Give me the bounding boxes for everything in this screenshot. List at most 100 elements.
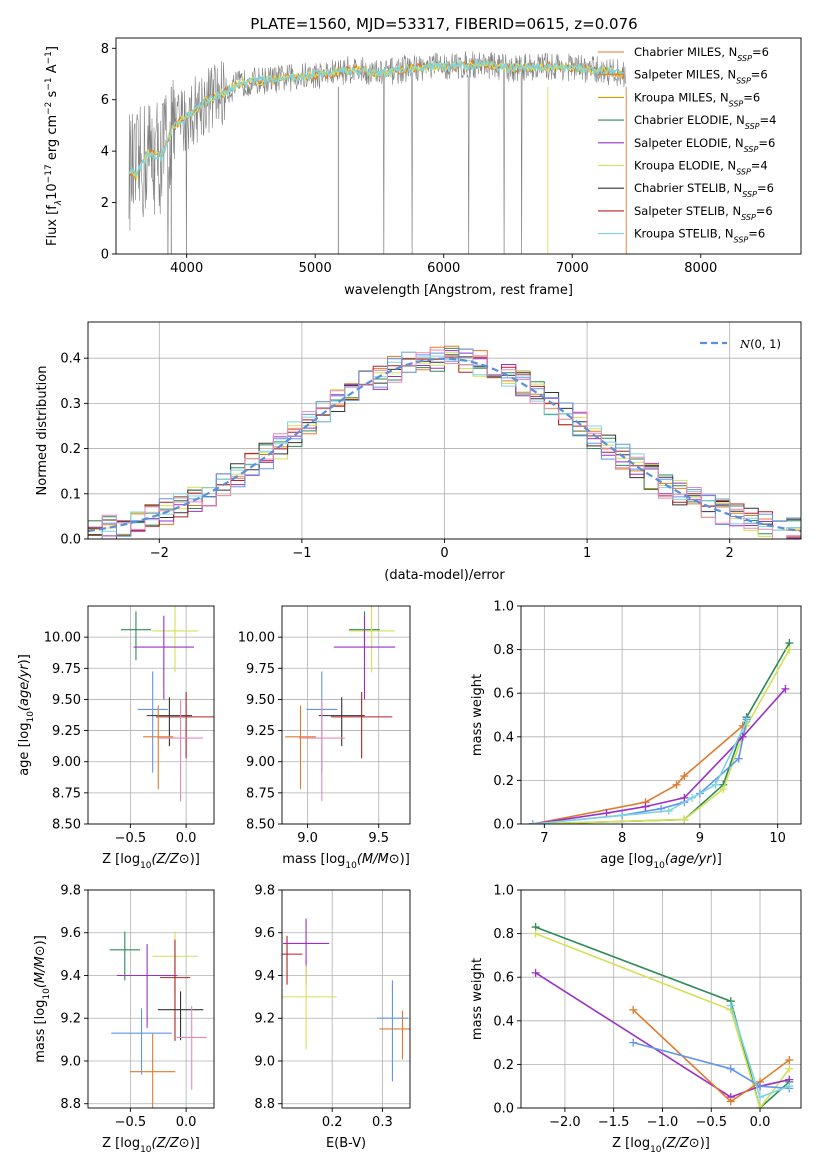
label-sub: 10	[653, 861, 665, 871]
x-tick-label: 9	[696, 831, 704, 846]
series-point	[641, 802, 650, 811]
legend-sub: SSP	[742, 190, 757, 199]
series-point	[531, 929, 540, 938]
x-tick-label: 8	[618, 831, 626, 846]
x-tick-label: −1	[292, 546, 311, 561]
y-tick-label: 0.2	[60, 442, 81, 457]
series-line	[535, 926, 790, 1108]
series-point	[629, 1038, 638, 1047]
y-tick-label: 0.4	[493, 730, 514, 745]
series-point	[726, 1001, 735, 1010]
axes-frame	[115, 37, 802, 255]
label-sub: 10	[140, 861, 152, 871]
x-axis-label: Z [log10(Z/Z⊙)]	[612, 1136, 710, 1155]
series-point	[531, 968, 540, 977]
y-axis-label: Flux [fλ10−17 erg cm−2 s−1 A−1]	[44, 46, 64, 246]
series-group	[528, 639, 794, 824]
label-part: (Z/Z	[152, 852, 180, 867]
y-tick-label: 9.6	[60, 926, 81, 941]
series-point	[528, 820, 537, 824]
x-tick-label: 4000	[170, 261, 203, 276]
model-spectrum-line	[128, 58, 624, 180]
label-part: ⊙)]	[179, 1136, 200, 1151]
x-tick-label: 5000	[299, 261, 332, 276]
label-sub: 10	[42, 988, 52, 1000]
series-point	[711, 780, 720, 789]
residual-histogram-line	[88, 349, 801, 539]
parameter-panels: −0.5 0.0 8.50 8.75 9.00 9.25 9.50 9.75 10.00 Z [l…	[17, 600, 802, 1155]
y-axis-label: mass weight	[470, 958, 485, 1040]
errorbar-group	[282, 918, 410, 1082]
label-part: (age/yr	[665, 852, 713, 867]
series-point	[738, 732, 747, 741]
y-tick-label: 8.8	[60, 1097, 81, 1112]
legend-text-part: Salpeter ELODIE, N	[634, 136, 744, 150]
errorbar-group	[109, 931, 207, 1108]
x-tick-label: 1	[583, 546, 591, 561]
legend-sub: SSP	[736, 76, 751, 85]
series-point	[726, 1097, 735, 1106]
y-tick-label: 8.50	[52, 818, 81, 833]
figure-title: PLATE=1560, MJD=53317, FIBERID=0615, z=0…	[250, 15, 637, 33]
y-tick-label: 9.4	[254, 969, 275, 984]
y-label-part: −1	[44, 77, 54, 90]
series-line	[532, 688, 786, 824]
residual-histogram-line	[88, 350, 801, 539]
y-tick-label: 0.2	[493, 1058, 514, 1073]
label-sub: 10	[650, 1145, 662, 1155]
y-label-part: λ	[54, 200, 64, 206]
label-part: ⊙)]	[179, 852, 200, 867]
label-part: age [log	[17, 723, 32, 776]
y-tick-label: 0.8	[493, 643, 514, 658]
y-tick-label: 8.50	[246, 818, 275, 833]
y-label-part: A	[45, 64, 60, 77]
y-axis-label: mass weight	[470, 674, 485, 756]
legend-entry: Kroupa MILES, NSSP=6	[634, 90, 760, 108]
label-part: mass [log	[282, 852, 345, 867]
label-part: ⊙)]	[389, 852, 410, 867]
legend-entry: Chabrier ELODIE, NSSP=4	[634, 113, 776, 131]
axes-frame	[87, 605, 215, 825]
y-axis-label: age [log10(age/yr)]	[17, 654, 36, 776]
spectrum-panel: 4000 5000 6000 7000 8000 0 2 4 6 8 wavelength [Ang…	[44, 37, 802, 298]
legend-sub: SSP	[744, 144, 759, 153]
y-tick-label: 9.4	[60, 969, 81, 984]
y-tick-label: 9.8	[60, 884, 81, 899]
legend-text-part: =6	[751, 68, 768, 82]
y-tick-label: 9.6	[254, 926, 275, 941]
label-part: age [log	[600, 852, 653, 867]
residuals-panel: −2 −1 0 1 2 0.0 0.1 0.2 0.3 0.4 (data-model)/error…	[35, 321, 802, 583]
series-point	[756, 1104, 765, 1108]
y-tick-label: 0.2	[493, 774, 514, 789]
series-line	[535, 932, 790, 1108]
series-point	[756, 1093, 765, 1102]
x-tick-label: 0	[440, 546, 448, 561]
x-axis-label: Z [log10(Z/Z⊙)]	[102, 1136, 200, 1155]
label-part: (Z/Z	[662, 1136, 690, 1151]
legend-text-part: Salpeter MILES, N	[634, 68, 736, 82]
histogram-lines	[88, 345, 801, 539]
y-tick-label: 0.1	[60, 487, 81, 502]
y-tick-label: 2	[101, 196, 109, 211]
y-tick-label: 8.8	[254, 1097, 275, 1112]
observed-spectrum-line	[128, 51, 627, 254]
legend-text-part: =6	[758, 136, 775, 150]
series-point	[672, 780, 681, 789]
y-tick-label: 0.0	[493, 1102, 514, 1117]
series-point	[785, 1064, 794, 1073]
axes-frame	[281, 605, 411, 825]
label-part: )]	[712, 852, 722, 867]
legend-text-part: Kroupa MILES, N	[634, 90, 729, 104]
legend-text-part: Kroupa STELIB, N	[634, 227, 734, 241]
x-axis-label: mass [log10(M/M⊙)]	[282, 852, 410, 871]
legend-sub: SSP	[734, 235, 749, 244]
y-tick-label: 10.00	[238, 631, 275, 646]
y-tick-label: 6	[101, 93, 109, 108]
x-tick-label: −2.0	[549, 1115, 581, 1130]
legend-text-part: =6	[756, 204, 773, 218]
legend-text-part: Chabrier ELODIE, N	[634, 113, 745, 127]
y-tick-label: 9.75	[52, 662, 81, 677]
legend-text-part: Chabrier STELIB, N	[634, 181, 742, 195]
legend-text-part: (0, 1)	[750, 337, 781, 351]
